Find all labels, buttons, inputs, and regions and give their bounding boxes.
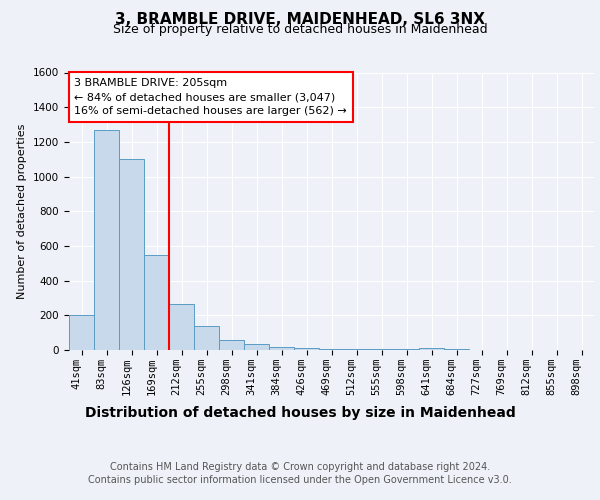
Text: 3, BRAMBLE DRIVE, MAIDENHEAD, SL6 3NX: 3, BRAMBLE DRIVE, MAIDENHEAD, SL6 3NX [115,12,485,28]
Text: Distribution of detached houses by size in Maidenhead: Distribution of detached houses by size … [85,406,515,419]
Bar [269,346,294,350]
Bar [119,159,144,350]
Bar [394,349,419,350]
Bar [369,349,394,350]
Bar [69,316,94,350]
Bar [244,344,269,350]
Text: 3 BRAMBLE DRIVE: 205sqm
← 84% of detached houses are smaller (3,047)
16% of semi: 3 BRAMBLE DRIVE: 205sqm ← 84% of detache… [74,78,347,116]
Bar [194,326,219,350]
Bar [294,348,319,350]
Bar [169,304,194,350]
Bar [94,130,119,350]
Bar [344,349,369,350]
Bar [444,349,469,350]
Text: Contains public sector information licensed under the Open Government Licence v3: Contains public sector information licen… [88,475,512,485]
Text: Size of property relative to detached houses in Maidenhead: Size of property relative to detached ho… [113,22,487,36]
Bar [219,340,244,350]
Text: Contains HM Land Registry data © Crown copyright and database right 2024.: Contains HM Land Registry data © Crown c… [110,462,490,472]
Bar [319,349,344,350]
Bar [144,254,169,350]
Bar [419,348,444,350]
Y-axis label: Number of detached properties: Number of detached properties [17,124,28,299]
